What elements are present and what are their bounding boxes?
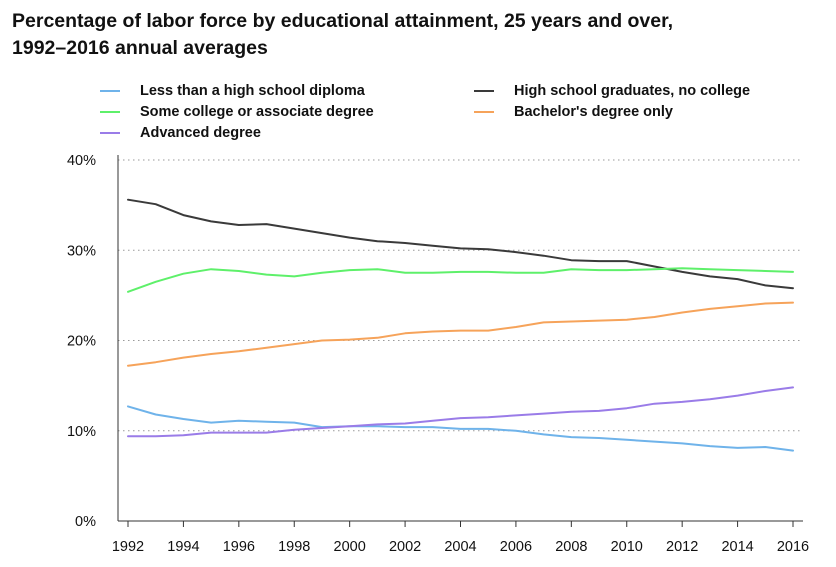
series-line-2 <box>127 267 794 293</box>
chart-title-line-1: Percentage of labor force by educational… <box>12 10 674 32</box>
x-tick-label: 2010 <box>611 539 643 555</box>
x-tick-label: 2016 <box>777 539 809 555</box>
x-tick-label: 2012 <box>666 539 698 555</box>
x-tick-label: 2004 <box>444 539 476 555</box>
y-tick-label: 40% <box>67 153 96 169</box>
y-tick-label: 30% <box>67 243 96 259</box>
chart-title-line-2: 1992–2016 annual averages <box>12 37 268 59</box>
x-tick-label: 1996 <box>223 539 255 555</box>
series-line-3 <box>127 301 794 367</box>
y-tick-label: 0% <box>75 514 96 530</box>
x-tick-label: 2000 <box>334 539 366 555</box>
x-tick-label: 1992 <box>112 539 144 555</box>
x-tick-label: 2008 <box>555 539 587 555</box>
y-tick-label: 10% <box>67 424 96 440</box>
x-tick-label: 1998 <box>278 539 310 555</box>
x-tick-label: 2006 <box>500 539 532 555</box>
x-tick-label: 2002 <box>389 539 421 555</box>
series-line-4 <box>127 386 794 438</box>
chart-title: Percentage of labor force by educational… <box>12 8 812 62</box>
x-tick-label: 2014 <box>721 539 753 555</box>
series-line-0 <box>127 405 794 452</box>
y-tick-label: 20% <box>67 334 96 350</box>
x-tick-label: 1994 <box>167 539 199 555</box>
series-line-1 <box>127 198 794 290</box>
